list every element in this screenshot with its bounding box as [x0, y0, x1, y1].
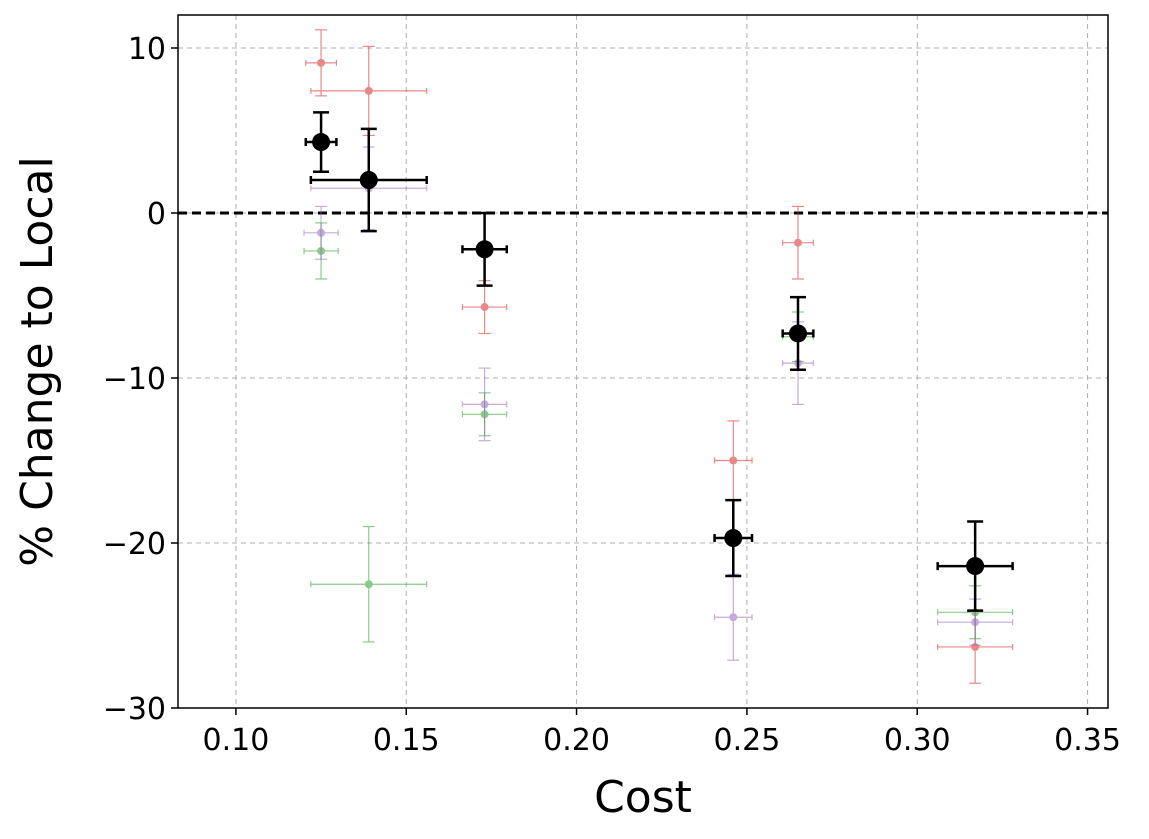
data-point — [713, 420, 753, 501]
y-tick-label: −10 — [103, 362, 166, 397]
data-point — [782, 205, 814, 280]
point-marker — [480, 303, 489, 312]
x-tick-label: 0.30 — [884, 723, 951, 758]
data-point — [461, 280, 508, 335]
y-tick-label: −20 — [103, 527, 166, 562]
data-point — [304, 111, 338, 173]
point-marker — [317, 58, 326, 67]
series-1 — [303, 222, 1014, 643]
point-marker — [364, 86, 373, 95]
x-tick-label: 0.35 — [1054, 723, 1121, 758]
data-point — [936, 520, 1014, 612]
data-point — [310, 45, 428, 137]
point-marker — [359, 171, 378, 189]
data-point — [461, 211, 508, 287]
point-marker — [475, 240, 494, 259]
series-0 — [305, 29, 1014, 684]
point-marker — [317, 228, 326, 237]
x-tick-label: 0.15 — [373, 723, 440, 758]
point-marker — [729, 456, 738, 465]
data-point — [303, 205, 339, 260]
plot-frame — [177, 14, 1109, 709]
data-points — [303, 29, 1014, 684]
data-point — [461, 367, 508, 442]
point-marker — [312, 133, 331, 152]
series-3 — [304, 111, 1014, 612]
data-point — [305, 29, 338, 97]
point-marker — [480, 400, 489, 409]
y-tick-label: 10 — [128, 32, 166, 67]
point-marker — [971, 618, 980, 627]
point-marker — [364, 580, 373, 589]
point-marker — [794, 238, 802, 247]
x-axis-ticks: 0.10 0.15 0.20 0.25 0.30 0.35 — [203, 708, 1121, 758]
grid — [178, 15, 1108, 709]
point-marker — [729, 613, 738, 622]
x-tick-label: 0.20 — [543, 723, 610, 758]
data-point — [781, 295, 815, 371]
y-axis-label: % Change to Local — [12, 156, 63, 566]
series-2 — [303, 146, 1014, 661]
point-marker — [966, 557, 985, 576]
y-tick-label: 0 — [147, 197, 166, 232]
x-axis-label: Cost — [594, 772, 692, 823]
x-tick-label: 0.25 — [714, 723, 781, 758]
x-tick-label: 0.10 — [203, 723, 270, 758]
data-point — [937, 598, 1014, 646]
data-point — [310, 525, 428, 643]
y-axis-ticks: 10 0 −10 −20 −30 — [103, 32, 178, 727]
point-marker — [724, 529, 743, 548]
point-marker — [789, 324, 807, 343]
data-point — [309, 127, 428, 233]
y-tick-label: −30 — [103, 692, 166, 727]
data-point — [713, 573, 753, 661]
data-point — [713, 498, 754, 578]
